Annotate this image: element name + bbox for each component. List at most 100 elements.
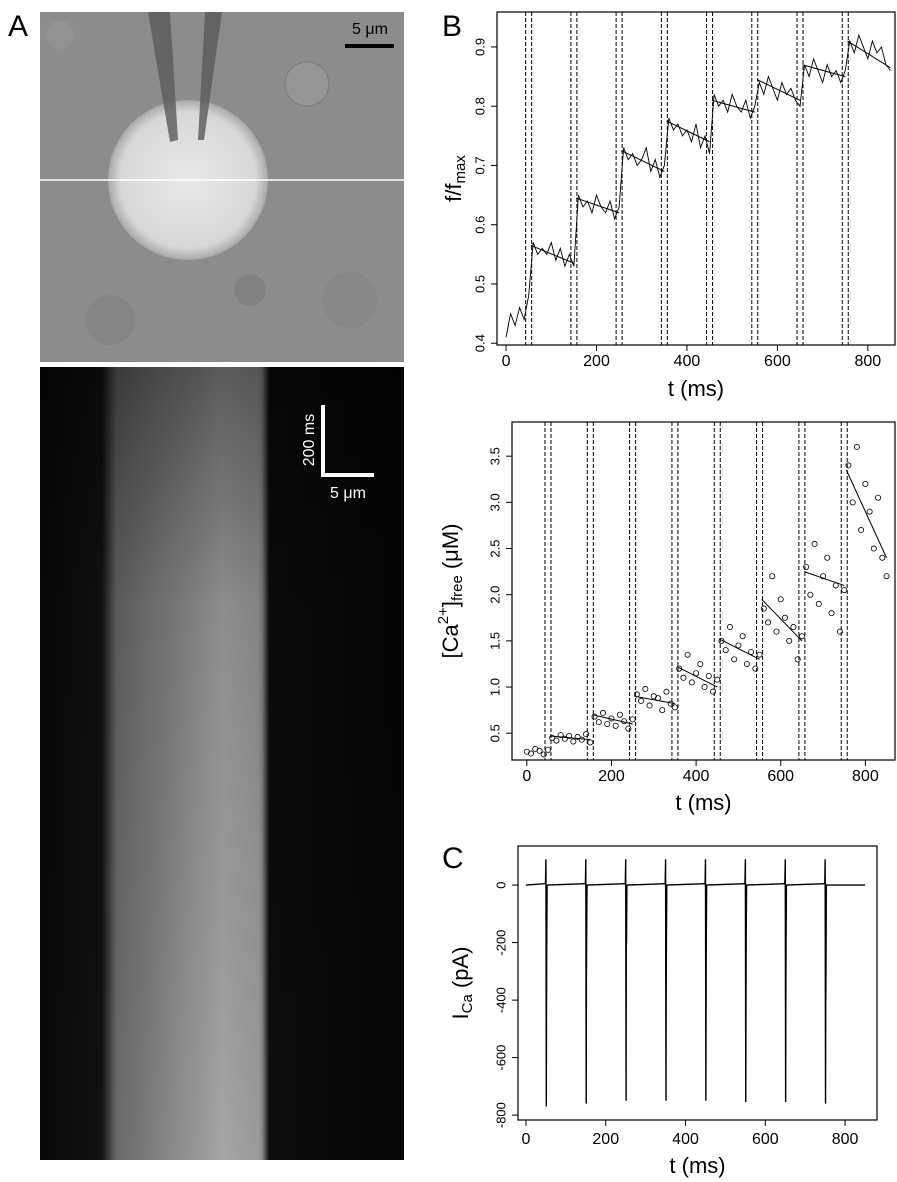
y-tick-label: 2.5 (487, 539, 502, 557)
fit-line (592, 714, 633, 725)
y-tick-label: 1.5 (487, 632, 502, 650)
data-point (578, 736, 585, 743)
x-axis-title: t (ms) (668, 376, 724, 401)
fit-line (550, 735, 591, 741)
y-axis-title-part: [Ca (438, 624, 463, 659)
data-point (849, 499, 856, 506)
data-point (561, 735, 568, 742)
x-tick-label: 0 (522, 1131, 531, 1148)
data-point (875, 494, 882, 501)
data-point (557, 732, 564, 739)
data-point (820, 573, 827, 580)
x-tick-label: 0 (502, 353, 511, 370)
data-point (659, 707, 666, 714)
fit-line (621, 150, 665, 172)
data-point (595, 719, 602, 726)
data-point (726, 624, 733, 631)
y-axis-title-part: I (448, 1013, 473, 1019)
y-tick-label: 0.9 (472, 38, 487, 56)
plot-frame (517, 845, 878, 1121)
y-tick-label: 3.5 (487, 447, 502, 465)
data-point (646, 702, 653, 709)
data-point (883, 573, 890, 580)
data-point (870, 545, 877, 552)
data-point (549, 734, 556, 741)
data-point (705, 672, 712, 679)
fit-line (756, 79, 801, 101)
x-tick-label: 600 (767, 768, 794, 785)
data-point (625, 725, 632, 732)
fit-line (575, 197, 620, 214)
data-point (553, 737, 560, 744)
plot-frame (511, 421, 896, 761)
y-axis-title-part: free (449, 575, 466, 601)
chart: 0 200 400 600 800 0 -200 -400 -600 -800 t (ms) ICa (… (448, 845, 878, 1178)
kymograph: 200 ms 5 μm (40, 367, 404, 1160)
y-tick-label: 0.6 (472, 216, 487, 234)
x-tick-label: 0 (522, 768, 531, 785)
x-tick-label: 200 (583, 353, 610, 370)
x-tick-label: 800 (852, 768, 879, 785)
data-point (710, 688, 717, 695)
data-point (807, 591, 814, 598)
y-tick-label: -600 (493, 1045, 508, 1071)
y-tick-label: 0 (493, 881, 508, 888)
data-point (587, 739, 594, 746)
data-point (604, 720, 611, 727)
x-tick-label: 200 (592, 1131, 619, 1148)
panel-label: C (442, 842, 464, 875)
y-tick-label: 0.5 (472, 275, 487, 293)
data-point (811, 540, 818, 547)
y-tick-label: 0.7 (472, 156, 487, 174)
fit-line (530, 244, 575, 264)
x-tick-label: 600 (752, 1131, 779, 1148)
data-point (858, 527, 865, 534)
scale-label: 5 μm (330, 485, 366, 502)
x-tick-label: 400 (672, 1131, 699, 1148)
x-tick-label: 400 (674, 353, 701, 370)
data-point (680, 674, 687, 681)
data-point (866, 508, 873, 515)
y-axis-title-part: (pA) (448, 947, 473, 989)
y-axis-title-part: max (452, 155, 469, 184)
data-point (836, 628, 843, 635)
data-point (612, 722, 619, 729)
fit-line (803, 571, 845, 586)
fit-line (845, 469, 887, 558)
fit-line (761, 598, 803, 642)
y-tick-label: 2.0 (487, 586, 502, 604)
data-point (583, 731, 590, 738)
data-point (828, 610, 835, 617)
fit-line (711, 99, 755, 113)
data-point (803, 563, 810, 570)
y-tick-label: 0.5 (487, 724, 502, 742)
chart: 0 200 400 600 800 0.4 0.5 0.6 0.7 0.8 0.9 t (ms) f/f… (441, 11, 896, 401)
scale-label: 5 μm (352, 21, 388, 38)
data-point (714, 676, 721, 683)
data-point (599, 709, 606, 716)
data-point (574, 733, 581, 740)
x-tick-label: 800 (855, 353, 882, 370)
data-point (688, 679, 695, 686)
data-point (786, 637, 793, 644)
data-point (684, 651, 691, 658)
data-point (841, 587, 848, 594)
y-tick-label: -200 (493, 930, 508, 956)
y-tick-label: -800 (493, 1102, 508, 1128)
y-axis-title-part: f/f (441, 183, 466, 202)
data-point (781, 614, 788, 621)
scale-label: 200 ms (301, 414, 318, 466)
data-line (505, 33, 891, 338)
data-point (536, 747, 543, 754)
y-tick-label: 3.0 (487, 493, 502, 511)
data-point (616, 711, 623, 718)
fit-line (634, 695, 676, 705)
y-axis-title-part: ] (438, 601, 463, 607)
data-point (701, 684, 708, 691)
data-point (638, 697, 645, 704)
x-tick-label: 400 (683, 768, 710, 785)
data-point (815, 600, 822, 607)
data-point (765, 619, 772, 626)
data-point (544, 746, 551, 753)
data-point (743, 660, 750, 667)
